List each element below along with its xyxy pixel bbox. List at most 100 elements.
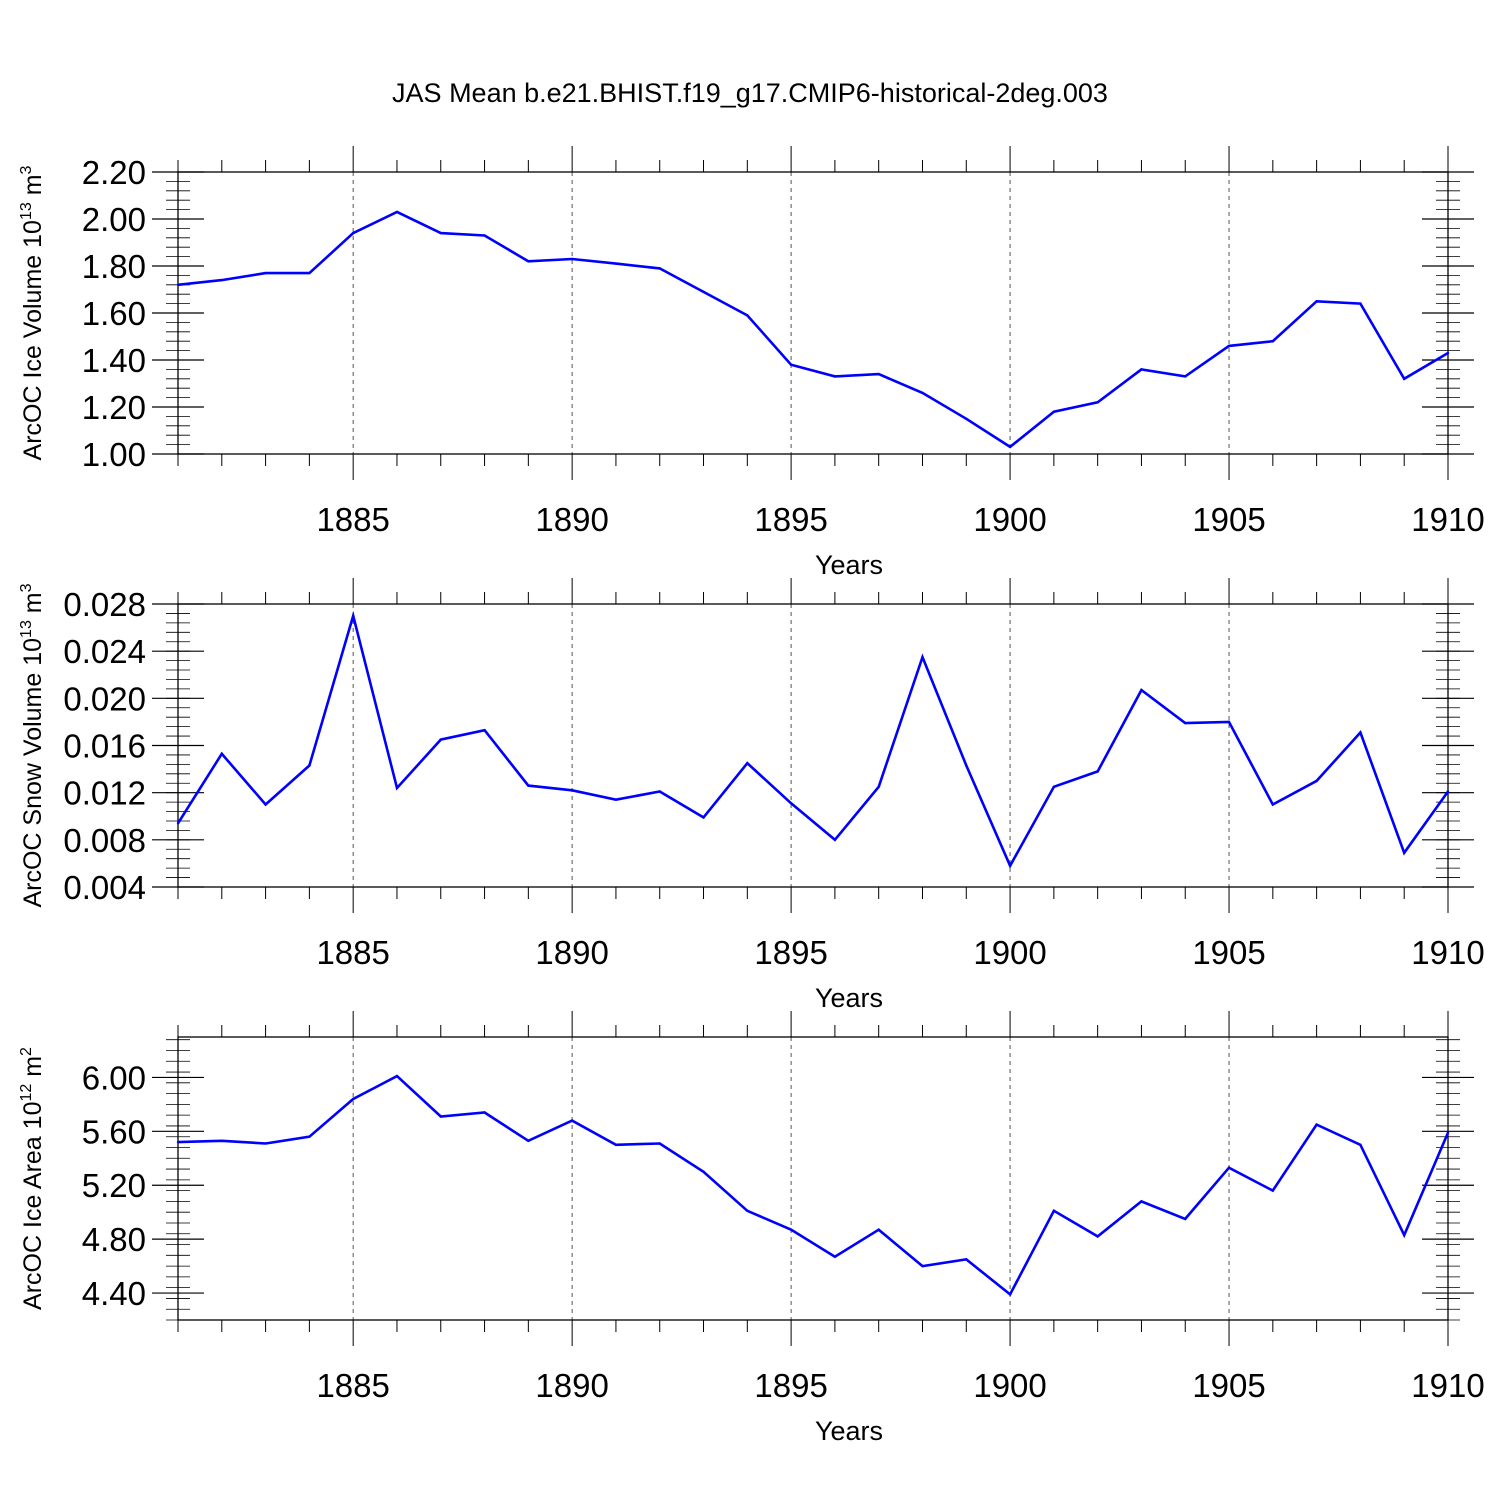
data-point-1885: [351, 1097, 355, 1101]
y-axis-label: ArcOC Ice Volume 1013 m3: [18, 165, 47, 460]
data-point-1895: [789, 1228, 793, 1231]
data-point-1897: [877, 1228, 880, 1231]
data-point-1904: [1184, 1217, 1187, 1221]
data-point-1886: [395, 210, 399, 214]
x-tick-label-1895: 1895: [754, 501, 827, 538]
data-point-1892: [658, 790, 661, 793]
x-tick-label-1905: 1905: [1192, 501, 1265, 538]
data-point-1885: [351, 614, 355, 617]
data-point-1892: [658, 267, 661, 270]
data-point-1907: [1315, 300, 1318, 303]
data-point-1891: [614, 1143, 618, 1147]
data-point-1888: [483, 1111, 486, 1114]
data-point-1897: [877, 785, 880, 788]
data-point-1908: [1359, 1143, 1362, 1147]
y-axis-label: ArcOC Ice Area 1012 m2: [18, 1047, 47, 1310]
data-point-1883: [264, 271, 267, 275]
data-point-1908: [1359, 302, 1362, 305]
plot-frame: [177, 171, 1449, 455]
data-point-1899: [965, 417, 968, 420]
data-point-1907: [1315, 1123, 1318, 1126]
y-axis-label: ArcOC Snow Volume 1013 m3: [18, 583, 47, 907]
data-point-1894: [746, 761, 749, 765]
data-point-1905: [1227, 344, 1231, 348]
x-tick-label-1890: 1890: [535, 501, 608, 538]
data-point-1899: [965, 764, 968, 767]
y-axis-label-part: 3: [18, 583, 35, 592]
y-tick-label-1.80: 1.80: [82, 248, 146, 285]
data-point-1901: [1052, 1209, 1056, 1213]
series-line-snow-volume: [176, 610, 1450, 869]
data-point-1888: [483, 728, 486, 732]
data-point-1906: [1271, 1189, 1275, 1192]
x-tick-label-1885: 1885: [316, 501, 389, 538]
data-point-1887: [439, 738, 442, 741]
x-tick-label-1905: 1905: [1192, 1367, 1265, 1404]
data-point-1890: [570, 789, 574, 792]
data-point-1887: [439, 1115, 442, 1118]
data-point-1898: [921, 1264, 924, 1268]
data-point-1888: [483, 234, 486, 237]
data-point-1900: [1008, 1293, 1012, 1296]
data-point-1893: [702, 290, 705, 294]
x-tick-label-1910: 1910: [1411, 934, 1484, 971]
y-tick-label-0.020: 0.020: [63, 680, 146, 717]
data-point-1890: [570, 257, 574, 261]
data-point-1902: [1096, 770, 1099, 773]
y-tick-label-0.028: 0.028: [63, 586, 146, 623]
data-point-1883: [264, 1142, 267, 1145]
y-tick-label-5.20: 5.20: [82, 1167, 146, 1204]
data-point-1910: [1446, 790, 1450, 793]
data-point-1898: [921, 391, 924, 395]
y-axis-label-part: ArcOC Ice Area 10: [19, 1102, 47, 1310]
data-point-1896: [833, 838, 837, 842]
y-tick-label-4.40: 4.40: [82, 1275, 146, 1312]
y-axis-label-part: 13: [18, 620, 35, 638]
x-tick-label-1910: 1910: [1411, 501, 1484, 538]
series-line-ice-volume: [177, 210, 1449, 449]
data-point-1900: [1008, 445, 1012, 449]
y-axis-label-part: m: [19, 1056, 47, 1084]
y-axis-label-part: 3: [18, 165, 35, 174]
data-point-1881: [176, 283, 180, 286]
panel-ice-area: 1885 1890 1895 1900 1905 1910 Years 4.40 4.80 5.2…: [18, 1011, 1485, 1446]
data-point-1905: [1227, 720, 1231, 724]
figure-title: JAS Mean b.e21.BHIST.f19_g17.CMIP6-histo…: [392, 78, 1108, 108]
data-point-1900: [1008, 864, 1012, 867]
x-tick-label-1895: 1895: [754, 1367, 827, 1404]
y-axis-label-part: ArcOC Snow Volume 10: [19, 638, 47, 908]
x-tick-label-1900: 1900: [973, 1367, 1046, 1404]
data-point-1883: [264, 803, 267, 806]
y-axis-label-part: 12: [18, 1084, 35, 1102]
data-point-1895: [789, 363, 793, 366]
x-axis-label: Years: [815, 550, 883, 580]
data-point-1910: [1446, 1131, 1450, 1134]
data-point-1898: [921, 655, 924, 659]
y-tick-label-0.008: 0.008: [63, 822, 146, 859]
data-point-1895: [789, 802, 793, 805]
y-tick-label-2.20: 2.20: [82, 154, 146, 191]
data-point-1881: [176, 1140, 180, 1144]
data-point-1882: [220, 1139, 223, 1142]
data-point-1894: [746, 1209, 749, 1213]
data-point-1903: [1140, 368, 1143, 371]
data-point-1890: [570, 1119, 574, 1122]
data-point-1905: [1227, 1166, 1231, 1169]
x-tick-label-1885: 1885: [316, 934, 389, 971]
y-axis-label-part: 2: [18, 1047, 35, 1056]
y-tick-label-1.60: 1.60: [82, 295, 146, 332]
data-point-1897: [877, 372, 880, 376]
x-tick-label-1885: 1885: [316, 1367, 389, 1404]
data-point-1909: [1403, 1233, 1406, 1237]
data-point-1889: [527, 260, 530, 263]
y-tick-label-1.40: 1.40: [82, 342, 146, 379]
series-line-ice-area: [177, 1074, 1450, 1297]
plot-frame: [177, 1036, 1449, 1321]
x-tick-label-1895: 1895: [754, 934, 827, 971]
data-point-1893: [702, 1170, 705, 1173]
data-point-1884: [308, 271, 311, 275]
y-axis-label-part: ArcOC Ice Volume 10: [19, 220, 47, 460]
data-point-1885: [351, 231, 355, 235]
data-point-1893: [702, 816, 705, 819]
